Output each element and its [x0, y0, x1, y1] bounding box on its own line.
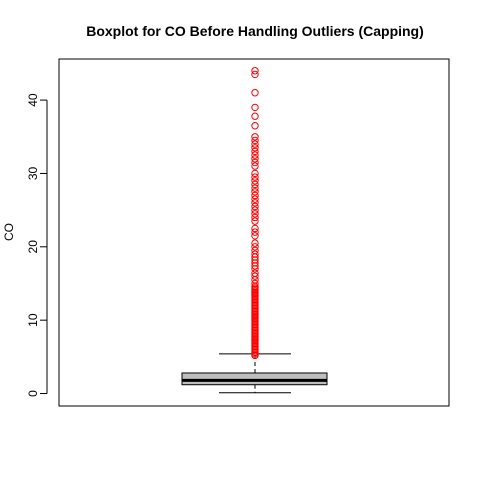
- outlier-point: [251, 177, 259, 185]
- outlier-point: [251, 184, 259, 192]
- outlier-point: [251, 217, 259, 225]
- outlier-point: [251, 213, 259, 222]
- outlier-point: [251, 195, 259, 203]
- outlier-point: [251, 199, 259, 207]
- plot-frame: [58, 58, 450, 407]
- outlier-point: [251, 151, 259, 159]
- outlier-point: [251, 70, 259, 79]
- y-axis: 0 10 20 30 40: [26, 93, 48, 397]
- outlier-point: [251, 202, 259, 211]
- outlier-point: [251, 133, 259, 141]
- outlier-point: [251, 243, 259, 251]
- outlier-point: [251, 89, 259, 97]
- outlier-point: [251, 136, 259, 145]
- outlier-point: [251, 232, 259, 240]
- outlier-point: [251, 228, 259, 236]
- outlier-point: [251, 239, 259, 247]
- outlier-point: [251, 279, 259, 288]
- outlier-point: [251, 250, 259, 258]
- outlier-point: [251, 155, 259, 163]
- outlier-point: [251, 173, 259, 181]
- outlier-point: [251, 144, 259, 152]
- y-tick-label: 20: [26, 240, 40, 254]
- outlier-point: [251, 188, 259, 196]
- outlier-point: [251, 262, 259, 270]
- y-tick-label: 10: [26, 313, 40, 327]
- outlier-point: [251, 265, 259, 273]
- outlier-point: [251, 140, 259, 148]
- outlier-point: [251, 206, 259, 214]
- box-group: [181, 353, 328, 394]
- outlier-point: [251, 210, 259, 218]
- outlier-point: [251, 191, 259, 200]
- y-tick-label: 30: [26, 166, 40, 180]
- outlier-points: [251, 67, 259, 360]
- y-tick-label: 40: [26, 93, 40, 107]
- outlier-point: [251, 180, 259, 189]
- outlier-point: [251, 259, 259, 267]
- outlier-point: [251, 169, 259, 178]
- outlier-point: [251, 272, 259, 280]
- y-axis-label: CO: [2, 223, 16, 241]
- outlier-point: [251, 269, 259, 277]
- y-tick-label: 0: [26, 390, 40, 397]
- outlier-point: [251, 246, 259, 255]
- outlier-point: [251, 67, 259, 75]
- outlier-point: [251, 224, 259, 233]
- outlier-point: [251, 256, 259, 264]
- outlier-point: [251, 112, 259, 120]
- outlier-point: [251, 103, 259, 112]
- outlier-point: [251, 122, 259, 130]
- chart-title: Boxplot for CO Before Handling Outliers …: [86, 23, 424, 39]
- outlier-point: [251, 162, 259, 170]
- outlier-point: [251, 158, 259, 167]
- outlier-point: [251, 147, 259, 156]
